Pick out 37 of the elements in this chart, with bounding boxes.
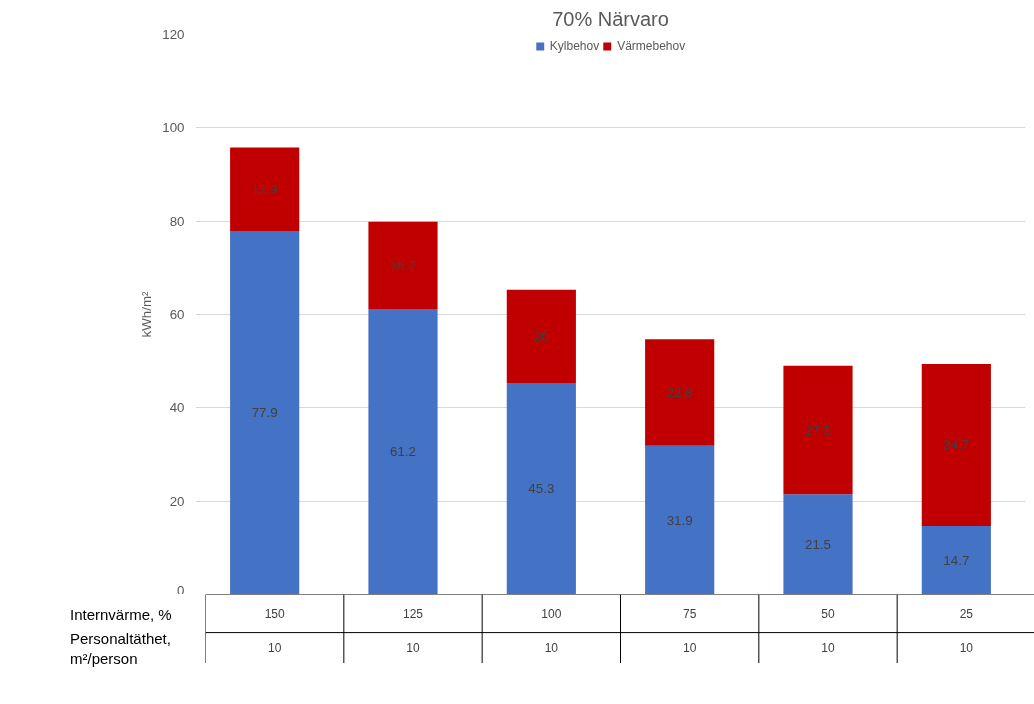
data-label: 31.9 (666, 512, 693, 528)
x-tick-label: 75 (682, 607, 697, 622)
data-label: 14.7 (943, 552, 970, 568)
x-tick-label: 25 (959, 607, 974, 622)
data-label: 45.3 (528, 481, 555, 497)
data-label: 22.8 (666, 384, 693, 400)
text: 10 (406, 641, 420, 656)
data-label: 17.9 (251, 181, 278, 197)
data-label: 34.7 (943, 437, 970, 453)
text: 10 (959, 641, 974, 656)
text: 10 (544, 641, 559, 656)
data-label: 61.2 (390, 444, 416, 460)
data-label: 27.5 (805, 422, 831, 438)
data-label: 77.9 (251, 405, 278, 421)
x-tick-label: 125 (402, 607, 424, 622)
text: Personaltäthet, m²/person (70, 629, 171, 668)
legend-label: Värmebehov (617, 39, 686, 53)
text: 10 (267, 641, 282, 656)
x-tick-label: 100 (541, 607, 562, 622)
y-axis-title: kWh/m² (139, 290, 155, 338)
chart-title: 70% Närvaro (552, 7, 669, 30)
y-tick-label: 80 (169, 213, 185, 229)
text: 10 (821, 641, 835, 656)
text: 10 (682, 641, 697, 656)
x-tick-label: 50 (821, 607, 835, 622)
data-label: 21.5 (805, 536, 831, 552)
y-tick-label: 60 (169, 307, 185, 322)
legend-label: Kylbehov (549, 39, 600, 53)
data-label: 18.7 (390, 257, 416, 273)
x-tick-label: 150 (264, 607, 285, 622)
y-tick-label: 40 (169, 400, 185, 416)
data-label: 20 (533, 328, 549, 344)
y-tick-label: 0 (177, 582, 185, 598)
y-tick-label: 20 (169, 493, 185, 509)
x-axis-title: Internvärme, % (70, 605, 172, 625)
y-tick-label: 100 (162, 120, 185, 136)
y-tick-label: 120 (162, 27, 185, 42)
